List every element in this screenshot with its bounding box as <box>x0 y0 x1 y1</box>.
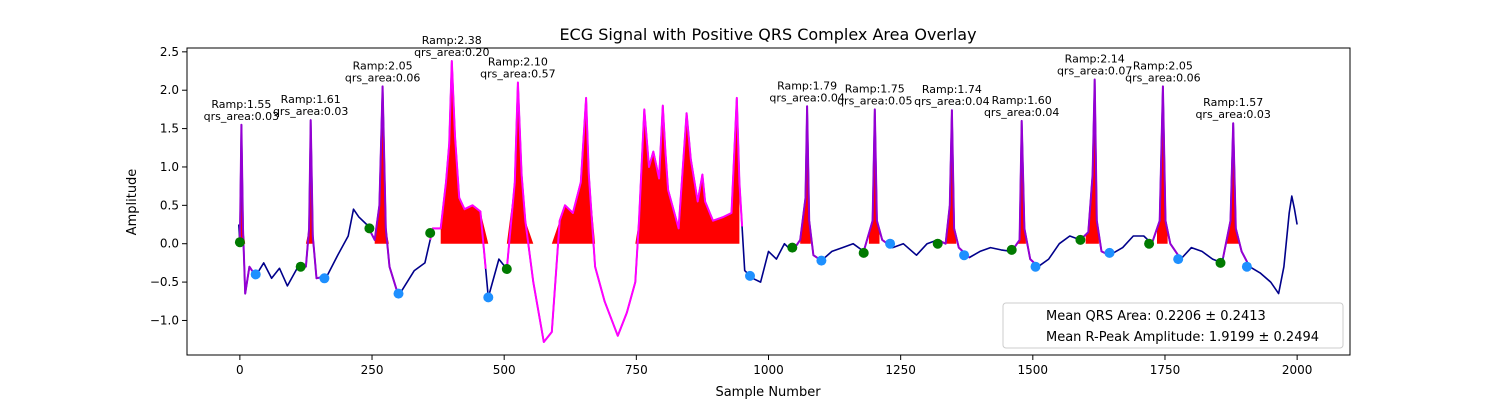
y-tick-label: 2.5 <box>160 45 179 59</box>
peak-qrs-area-label: qrs_area:0.06 <box>1125 71 1200 84</box>
peak-ramp-label: Ramp:1.74 <box>922 83 982 96</box>
qrs-offset-marker <box>250 269 261 280</box>
x-tick-label: 1250 <box>885 363 916 377</box>
qrs-onset-marker <box>425 228 436 238</box>
qrs-offset-marker <box>1173 254 1184 265</box>
y-tick-label: 1.0 <box>160 160 179 174</box>
x-tick-label: 750 <box>625 363 648 377</box>
peak-ramp-label: Ramp:1.60 <box>992 94 1052 107</box>
noisy-segment-line <box>505 81 744 343</box>
x-axis: 0 250 500 750 1000 1250 1500 1750 2000 <box>236 355 1312 377</box>
peak-qrs-area-label: qrs_area:0.20 <box>414 46 489 59</box>
peak-ramp-label: Ramp:2.14 <box>1065 53 1125 66</box>
x-tick-label: 1750 <box>1150 363 1181 377</box>
peak-ramp-label: Ramp:1.75 <box>845 82 905 95</box>
peak-ramp-label: Ramp:2.05 <box>353 59 413 72</box>
peak-ramp-label: Ramp:2.38 <box>422 34 482 47</box>
y-tick-label: 0.5 <box>160 198 179 212</box>
y-tick-label: −0.5 <box>150 275 179 289</box>
y-axis: −1.0 −0.5 0.0 0.5 1.0 1.5 2.0 2.5 <box>150 45 187 327</box>
qrs-offset-marker <box>885 238 896 249</box>
peak-ramp-label: Ramp:1.57 <box>1203 96 1263 109</box>
qrs-onset-marker <box>858 247 869 258</box>
qrs-offset-marker <box>1104 247 1115 258</box>
y-tick-label: −1.0 <box>150 313 179 327</box>
noisy-segment-line <box>429 60 487 269</box>
peak-ramp-label: Ramp:1.79 <box>777 79 837 92</box>
y-tick-label: 0.0 <box>160 237 179 251</box>
qrs-onset-marker <box>932 238 943 249</box>
qrs-onset-marker <box>234 237 245 248</box>
qrs-onset-marker <box>1215 257 1226 268</box>
peak-qrs-area-label: qrs_area:0.05 <box>837 94 912 107</box>
qrs-offset-marker <box>483 292 494 303</box>
peak-qrs-area-label: qrs_area:0.07 <box>1057 65 1132 78</box>
y-axis-label: Amplitude <box>125 169 140 236</box>
qrs-segment-line <box>300 119 325 280</box>
qrs-offset-marker <box>1030 261 1041 272</box>
qrs-onset-marker <box>1144 238 1155 249</box>
qrs-onset-marker <box>295 261 306 272</box>
qrs-onset-marker <box>364 223 375 234</box>
peak-qrs-area-label: qrs_area:0.04 <box>914 95 989 108</box>
qrs-area-fill <box>374 86 389 244</box>
qrs-onset-marker <box>1075 234 1086 245</box>
legend-box <box>1002 302 1344 349</box>
qrs-onset-marker <box>1006 244 1017 255</box>
x-tick-label: 250 <box>361 363 384 377</box>
peak-qrs-area-label: qrs_area:0.04 <box>984 106 1059 119</box>
qrs-offset-marker <box>959 250 970 261</box>
x-tick-label: 2000 <box>1282 363 1313 377</box>
peak-ramp-label: Ramp:1.55 <box>211 98 271 111</box>
qrs-offset-marker <box>1241 261 1252 272</box>
chart-title: ECG Signal with Positive QRS Complex Are… <box>559 25 976 44</box>
peak-ramp-label: Ramp:2.10 <box>488 56 548 69</box>
peak-qrs-area-label: qrs_area:0.03 <box>273 105 348 118</box>
qrs-offset-marker <box>393 288 404 299</box>
peak-ramp-label: Ramp:2.05 <box>1133 59 1193 72</box>
peak-qrs-area-label: qrs_area:0.57 <box>480 68 555 81</box>
y-tick-label: 2.0 <box>160 83 179 97</box>
legend-entry-mean-qrs-area: Mean QRS Area: 0.2206 ± 0.2413 <box>1046 309 1266 324</box>
peak-qrs-area-label: qrs_area:0.04 <box>769 91 844 104</box>
marker-layer <box>234 223 1252 303</box>
qrs-onset-marker <box>501 264 512 274</box>
y-tick-label: 1.5 <box>160 122 179 136</box>
qrs-offset-marker <box>816 255 827 266</box>
qrs-segment-line <box>368 85 400 297</box>
x-axis-label: Sample Number <box>715 385 821 400</box>
x-tick-label: 0 <box>236 363 244 377</box>
peak-qrs-area-label: qrs_area:0.03 <box>1195 108 1270 121</box>
qrs-segment-line <box>862 108 891 252</box>
legend-entry-mean-r-peak: Mean R-Peak Amplitude: 1.9199 ± 0.2494 <box>1046 330 1319 345</box>
annotation-layer: Ramp:1.55qrs_area:0.03Ramp:1.61qrs_area:… <box>204 34 1271 123</box>
peak-qrs-area-label: qrs_area:0.06 <box>345 71 420 84</box>
legend: Mean QRS Area: 0.2206 ± 0.2413 Mean R-Pe… <box>1002 302 1344 349</box>
peak-ramp-label: Ramp:1.61 <box>281 93 341 106</box>
x-tick-label: 1000 <box>753 363 784 377</box>
qrs-segment-line <box>937 109 971 259</box>
x-tick-label: 500 <box>493 363 516 377</box>
x-tick-label: 1500 <box>1018 363 1049 377</box>
qrs-offset-marker <box>319 273 330 284</box>
qrs-segment-line <box>238 123 257 295</box>
qrs-onset-marker <box>787 242 798 253</box>
qrs-segment-line <box>1222 122 1248 263</box>
qrs-area-fill <box>440 61 489 244</box>
qrs-offset-marker <box>745 270 755 281</box>
peak-qrs-area-label: qrs_area:0.03 <box>204 110 279 123</box>
qrs-segment-line <box>1010 119 1039 268</box>
